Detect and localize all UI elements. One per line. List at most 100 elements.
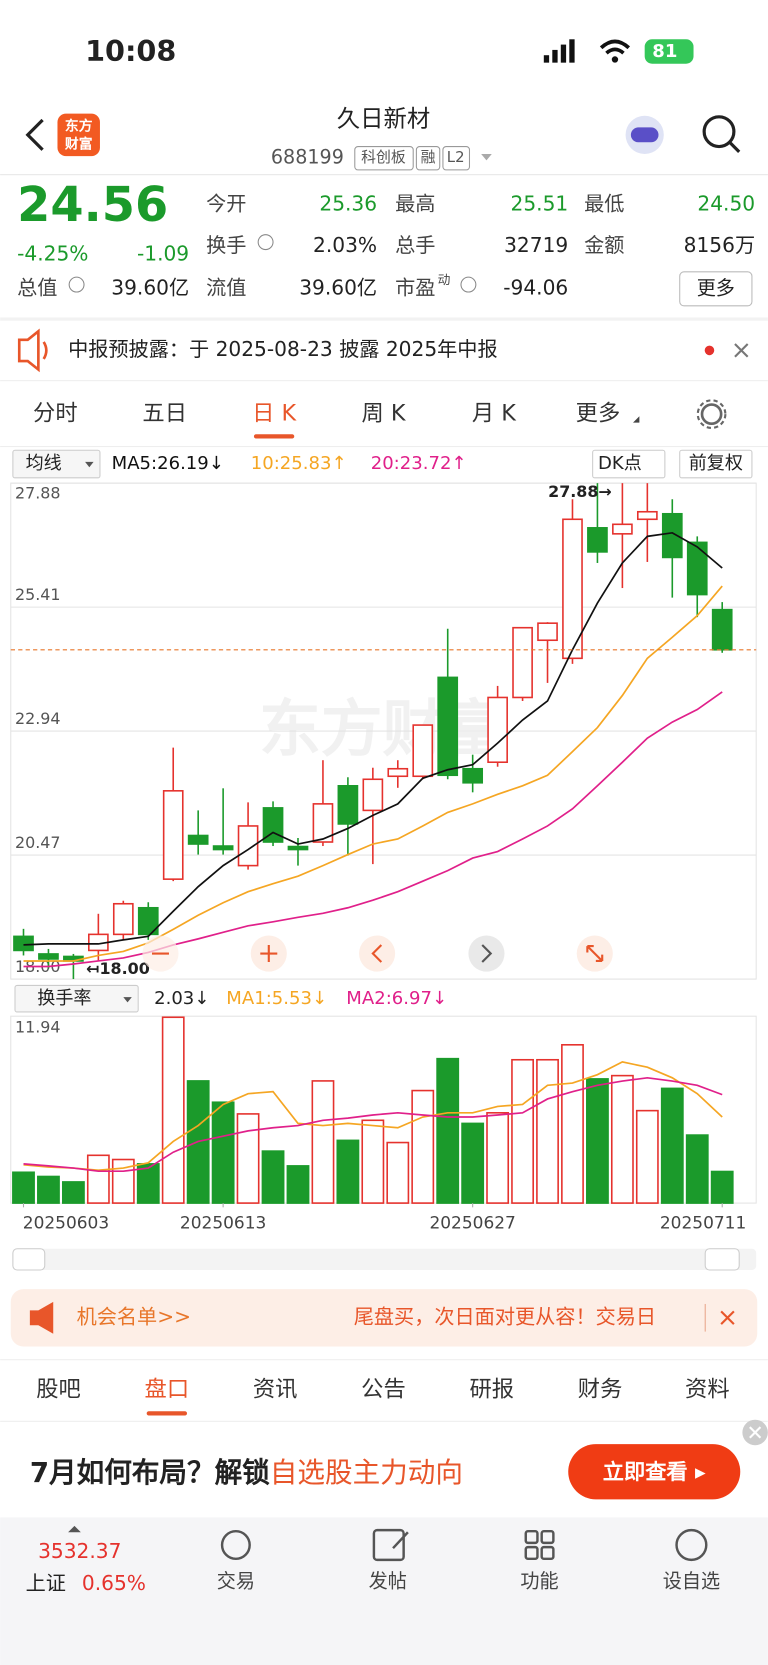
chart-controls[interactable] xyxy=(142,935,613,972)
logo-text: 东方 xyxy=(65,117,93,134)
ad-highlight: 自选股主力动向 xyxy=(270,1456,463,1489)
dropdown-arrow[interactable] xyxy=(481,153,492,161)
nav-label[interactable]: 交易 xyxy=(217,1570,255,1593)
tab[interactable]: 五日 xyxy=(142,401,187,427)
stat-value: 2.03% xyxy=(313,233,377,257)
adjust-label[interactable]: 前复权 xyxy=(689,453,743,474)
volume-bar xyxy=(211,1101,235,1204)
volume-bar xyxy=(12,1171,35,1204)
tab[interactable]: 研报 xyxy=(469,1376,514,1402)
scroll-handle[interactable] xyxy=(12,1248,46,1271)
candle-body xyxy=(711,608,733,651)
tab[interactable]: 周 K xyxy=(361,401,406,427)
up-arrow xyxy=(68,1525,81,1533)
nav-icons[interactable] xyxy=(220,1528,708,1562)
volume-bar xyxy=(660,1087,684,1204)
nav-items: 交易 发帖 功能 设自选 xyxy=(217,1570,720,1593)
stat-value: 24.50 xyxy=(697,191,755,215)
candle-body xyxy=(661,512,683,559)
candle-body xyxy=(387,767,409,778)
close-notice[interactable] xyxy=(734,343,749,358)
back-button[interactable] xyxy=(25,118,44,151)
scrollbar[interactable] xyxy=(12,1248,757,1270)
indicator-select[interactable] xyxy=(12,449,101,479)
close-banner[interactable] xyxy=(720,1310,735,1325)
index-name[interactable]: 上证 xyxy=(26,1571,66,1595)
tab-underline xyxy=(146,1411,188,1416)
ad-button-label[interactable]: 立即查看 ▸ xyxy=(603,1459,706,1485)
volume-bar xyxy=(286,1165,310,1204)
tab[interactable]: 分时 xyxy=(33,401,78,427)
nav-label[interactable]: 发帖 xyxy=(369,1570,407,1593)
volume-bar xyxy=(461,1122,485,1204)
settings-icon[interactable] xyxy=(700,403,723,426)
volume-select[interactable] xyxy=(14,984,139,1013)
more-button[interactable] xyxy=(679,271,753,307)
ma-legend: MA2:6.97↓ xyxy=(346,988,447,1009)
volume: 11.94 MA1:5.53↓ MA2:6.97↓ 20250603 20250613 2… xyxy=(12,988,746,1233)
tab[interactable]: 公告 xyxy=(361,1376,406,1402)
search-icon[interactable] xyxy=(702,115,736,149)
volume-bar xyxy=(61,1181,85,1204)
dk-label[interactable]: DK点 xyxy=(598,453,642,474)
tab[interactable]: 盘口 xyxy=(145,1376,190,1402)
stat-label: 市盈 xyxy=(395,275,435,299)
indicator-label[interactable]: 均线 xyxy=(26,453,62,474)
more-label[interactable]: 更多 xyxy=(697,276,735,299)
ad-text[interactable]: 7月如何布局？解锁自选股主力动向 xyxy=(30,1456,463,1489)
volume-bar xyxy=(486,1112,510,1204)
candle-body xyxy=(587,527,608,553)
stat-value: 39.60亿 xyxy=(299,275,377,299)
volume-bar xyxy=(361,1119,385,1204)
notice-icon xyxy=(17,328,48,373)
adjust-button[interactable] xyxy=(679,449,753,479)
tab[interactable]: 资讯 xyxy=(253,1376,298,1402)
candle-body xyxy=(686,541,708,596)
tab[interactable]: 月 K xyxy=(472,401,517,427)
high-marker: 27.88→ xyxy=(548,482,612,501)
tab[interactable]: 资料 xyxy=(685,1376,730,1402)
ad-button[interactable] xyxy=(568,1444,741,1500)
candle-body xyxy=(612,523,633,535)
stat-sup: 动 xyxy=(438,273,451,288)
ad-lead: 7月如何布局？解锁 xyxy=(30,1456,270,1489)
low-marker: ↤18.00 xyxy=(86,959,150,978)
y-tick-label: 20.47 xyxy=(15,833,61,852)
volume-bar xyxy=(261,1150,285,1204)
scroll-handle[interactable] xyxy=(704,1248,740,1271)
status-time: 10:08 xyxy=(85,34,176,68)
tab[interactable]: 更多 xyxy=(576,401,621,427)
banner-right[interactable]: 尾盘买，次日面对更从容！交易日 xyxy=(354,1304,656,1328)
volume-bar xyxy=(336,1139,360,1204)
battery-level: 81 xyxy=(652,41,677,62)
info-icons[interactable] xyxy=(68,234,477,293)
watermark: 东方财富 xyxy=(259,693,505,765)
stat-label: 最高 xyxy=(395,191,435,215)
banner[interactable] xyxy=(10,1289,758,1347)
banner-left[interactable]: 机会名单>> xyxy=(77,1304,191,1328)
tab[interactable]: 日 K xyxy=(252,401,297,427)
index-value[interactable]: 3532.37 xyxy=(38,1539,121,1563)
notice-text[interactable]: 中报预披露：于 2025-08-23 披露 2025年中报 xyxy=(68,337,498,361)
divider xyxy=(0,445,768,448)
index-change[interactable]: 0.65% xyxy=(82,1571,146,1595)
x-tick-label: 20250613 xyxy=(180,1213,266,1233)
period-tabs: 分时 五日 日 K 周 K 月 K 更多 xyxy=(33,401,640,439)
signal-icon xyxy=(543,39,575,63)
ma-legend: 10:25.83↑ xyxy=(251,453,347,474)
dk-button[interactable] xyxy=(592,449,666,479)
volume-bar xyxy=(136,1163,160,1204)
volume-bar xyxy=(710,1170,734,1204)
volume-bar xyxy=(511,1058,534,1204)
nav-label[interactable]: 设自选 xyxy=(663,1570,720,1593)
stat-value: -94.06 xyxy=(503,275,568,299)
volume-indicator[interactable]: 换手率 xyxy=(37,988,91,1009)
tab[interactable]: 股吧 xyxy=(36,1376,81,1402)
tab[interactable]: 财务 xyxy=(578,1376,623,1402)
bottom-nav xyxy=(0,1517,768,1665)
stat-value: 25.36 xyxy=(319,191,377,215)
nav-label[interactable]: 功能 xyxy=(520,1570,558,1593)
candle-body xyxy=(437,676,459,777)
